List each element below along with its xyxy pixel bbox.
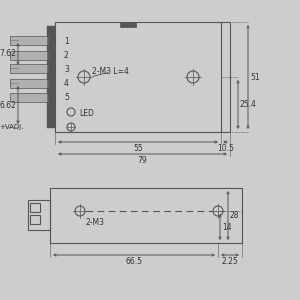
- Text: 1: 1: [64, 37, 69, 46]
- Text: LED: LED: [79, 109, 94, 118]
- Text: 14: 14: [222, 223, 232, 232]
- Text: 55: 55: [133, 144, 143, 153]
- Bar: [55, 22, 230, 132]
- Bar: [10, 64, 48, 73]
- Text: 66.5: 66.5: [125, 257, 142, 266]
- Bar: [30, 203, 40, 212]
- Text: 10.5: 10.5: [217, 144, 234, 153]
- Text: 28: 28: [230, 211, 239, 220]
- Text: 3: 3: [64, 64, 69, 74]
- Bar: [47, 93, 54, 102]
- Bar: [28, 200, 50, 230]
- Bar: [10, 93, 48, 102]
- Text: 7.62: 7.62: [0, 50, 16, 58]
- Text: 2: 2: [64, 52, 69, 61]
- Text: +VADJ.: +VADJ.: [0, 124, 24, 130]
- Bar: [47, 36, 54, 45]
- Bar: [50, 188, 242, 243]
- Text: 2-M3: 2-M3: [86, 218, 105, 227]
- Bar: [10, 51, 48, 60]
- Bar: [30, 215, 40, 224]
- Text: 2-M3 L=4: 2-M3 L=4: [92, 68, 129, 76]
- Text: 79: 79: [138, 156, 147, 165]
- Bar: [47, 64, 54, 73]
- Text: 2.25: 2.25: [222, 257, 238, 266]
- Text: 5: 5: [64, 94, 69, 103]
- Text: 51: 51: [250, 73, 260, 82]
- Bar: [10, 36, 48, 45]
- Text: 25.4: 25.4: [240, 100, 257, 109]
- Bar: [47, 79, 54, 88]
- Text: 6.62: 6.62: [0, 100, 16, 109]
- Bar: [10, 79, 48, 88]
- Bar: [120, 22, 136, 27]
- Text: 4: 4: [64, 80, 69, 88]
- Bar: [47, 26, 55, 128]
- Bar: [47, 51, 54, 60]
